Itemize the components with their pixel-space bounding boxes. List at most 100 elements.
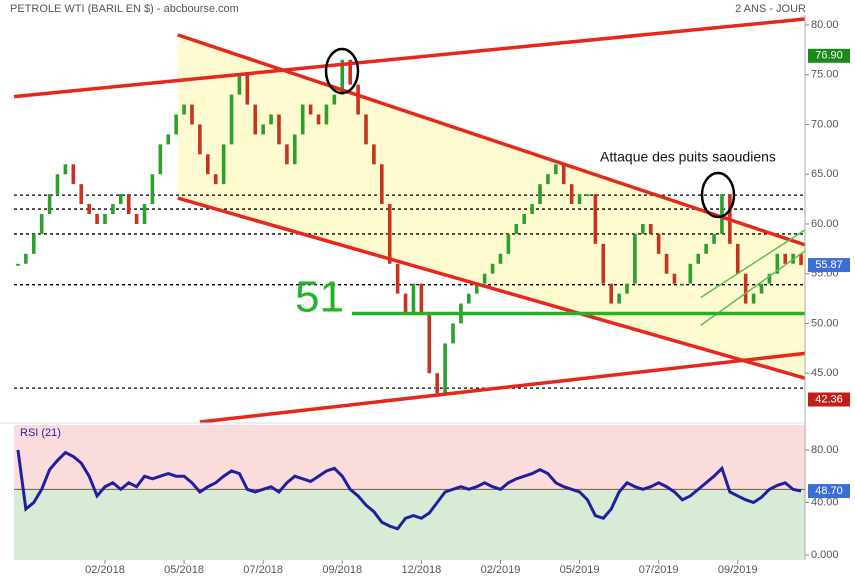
x-tick-label: 07/2018 (243, 564, 283, 576)
price-bar (743, 273, 748, 304)
rsi-overbought-zone (14, 425, 805, 490)
price-bar (308, 104, 313, 115)
price-bar (348, 59, 352, 85)
price-bar (87, 204, 91, 215)
price-bar (617, 293, 621, 304)
price-bar (759, 283, 764, 294)
price-bar (118, 194, 123, 205)
price-label: 55.87 (815, 259, 843, 271)
price-bar (39, 214, 44, 234)
price-bar (688, 263, 693, 284)
price-bar (593, 194, 598, 244)
price-bar (522, 214, 526, 224)
price-bar (166, 134, 171, 145)
trend-line (700, 229, 806, 299)
y-tick-label: 50.00 (811, 317, 839, 329)
price-bar (443, 343, 447, 394)
price-bar (395, 263, 400, 294)
support-label: 51 (295, 273, 344, 322)
price-bar (451, 323, 455, 344)
highlight-circle (700, 171, 736, 219)
price-bar (190, 104, 194, 125)
price-bar (672, 273, 677, 284)
price-bar (569, 184, 574, 205)
price-bar (79, 184, 84, 205)
price-label: 42.36 (815, 393, 843, 405)
price-bar (482, 273, 487, 284)
x-tick-label: 12/2018 (401, 564, 441, 576)
price-bar (411, 283, 416, 314)
x-tick-label: 09/2018 (322, 564, 362, 576)
price-bar (775, 253, 780, 274)
price-bar (205, 154, 210, 175)
price-bar (467, 293, 471, 304)
price-bar (213, 174, 218, 185)
price-bar (71, 164, 76, 185)
price-bar (767, 273, 772, 284)
y-tick-label: 60.00 (811, 218, 839, 230)
price-bar (47, 194, 52, 215)
rsi-y-tick-label: 40.00 (811, 496, 839, 508)
price-bar (419, 283, 424, 314)
price-bar (712, 233, 716, 244)
price-bar (514, 223, 519, 234)
price-bar (372, 144, 376, 165)
price-bar (55, 174, 60, 195)
price-bar (546, 174, 550, 185)
price-bar (24, 253, 28, 264)
price-bar (506, 233, 511, 254)
price-bar (245, 74, 250, 105)
price-bar (277, 114, 281, 145)
price-label-box (808, 48, 850, 63)
x-tick-label: 05/2018 (164, 564, 204, 576)
trend-line (199, 351, 806, 424)
x-tick-label: 05/2019 (560, 564, 600, 576)
y-tick-label: 75.00 (811, 69, 839, 81)
annotation: Attaque des puits saoudiens (600, 149, 776, 165)
price-bar (229, 94, 234, 145)
price-bar (474, 283, 479, 294)
rsi-oversold-zone (14, 489, 805, 560)
x-tick-label: 02/2018 (85, 564, 125, 576)
y-tick-label: 80.00 (811, 19, 839, 31)
chart-subtitle: 2 ANS - JOUR (735, 3, 806, 15)
price-bar (648, 223, 653, 234)
price-bar (641, 223, 645, 234)
price-bar (696, 253, 701, 264)
price-bar (182, 104, 186, 115)
price-bar (300, 104, 305, 135)
y-tick-label: 70.00 (811, 118, 839, 130)
price-bar (609, 283, 614, 304)
price-bar (498, 253, 503, 264)
rsi-last-box (808, 484, 850, 499)
price-bar (601, 243, 606, 284)
price-bar (95, 214, 99, 224)
price-bar (340, 59, 345, 95)
price-bar (31, 233, 36, 254)
price-bar (285, 144, 289, 165)
price-bar (656, 233, 661, 254)
price-bar (387, 204, 392, 264)
price-bar (403, 293, 408, 314)
price-bar (324, 104, 329, 125)
price-bar (198, 124, 202, 155)
price-label: 76.90 (815, 50, 843, 62)
rsi-line (16, 449, 802, 531)
y-tick-label: 65.00 (811, 168, 839, 180)
price-bar (316, 114, 321, 125)
price-bar (103, 214, 107, 224)
price-bar (150, 174, 155, 205)
price-bar (538, 184, 542, 205)
price-bar (16, 263, 20, 266)
rsi-label: RSI (21) (20, 427, 61, 439)
price-bar (735, 243, 740, 274)
x-tick-label: 09/2019 (718, 564, 758, 576)
price-bar (490, 263, 495, 274)
chart-title: PETROLE WTI (BARIL EN $) - abcbourse.com (10, 3, 239, 15)
price-bar (625, 283, 629, 294)
x-tick-label: 07/2019 (639, 564, 679, 576)
price-bar (704, 243, 708, 254)
price-label-box (808, 258, 850, 273)
price-bar (111, 204, 115, 215)
